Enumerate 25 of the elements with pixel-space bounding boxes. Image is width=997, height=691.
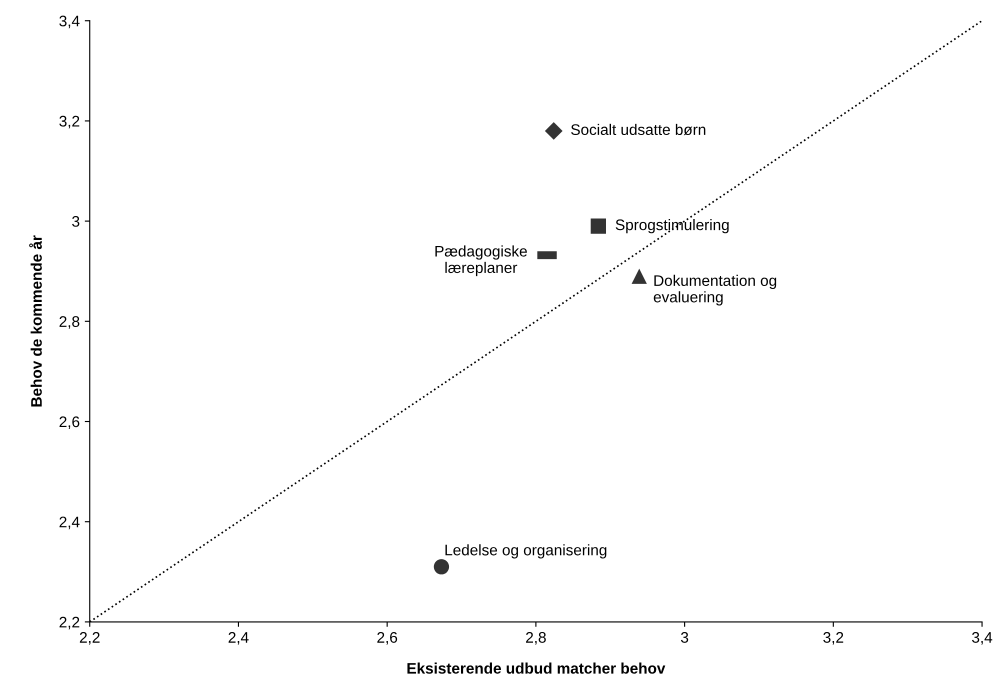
- y-tick-label: 2,2: [60, 616, 80, 630]
- point: [632, 268, 647, 284]
- x-tick-label: 2,4: [228, 632, 249, 645]
- y-axis-title: Behov de kommende år: [29, 235, 42, 406]
- y-tick-label: 3: [72, 216, 80, 227]
- y-tick-label: 2,4: [60, 516, 80, 530]
- series-label: Dokumentation og evaluering: [654, 274, 776, 306]
- x-tick-label: 3: [680, 632, 688, 643]
- point: [590, 218, 606, 234]
- series-label: Sprogstimulering: [616, 219, 729, 234]
- x-tick-label: 3,4: [972, 632, 992, 645]
- x-tick-label: 2,6: [377, 632, 398, 645]
- series-label: Socialt udsatte børn: [571, 124, 706, 136]
- point: [434, 559, 450, 574]
- y-tick-label: 2,8: [60, 316, 80, 329]
- x-tick-label: 2,8: [526, 632, 546, 645]
- point: [544, 122, 563, 140]
- series-label: Pædagogiske læreplaner: [435, 245, 527, 276]
- x-tick-label: 3,2: [823, 632, 844, 645]
- y-tick-label: 3,2: [59, 116, 80, 128]
- y-tick-label: 2,6: [60, 416, 80, 429]
- y-tick-label: 3,4: [59, 16, 80, 28]
- x-axis-title: Eksisterende udbud matcher behov: [407, 662, 666, 674]
- series-label: Ledelse og organisering: [445, 544, 606, 558]
- x-tick-label: 2,2: [80, 632, 100, 645]
